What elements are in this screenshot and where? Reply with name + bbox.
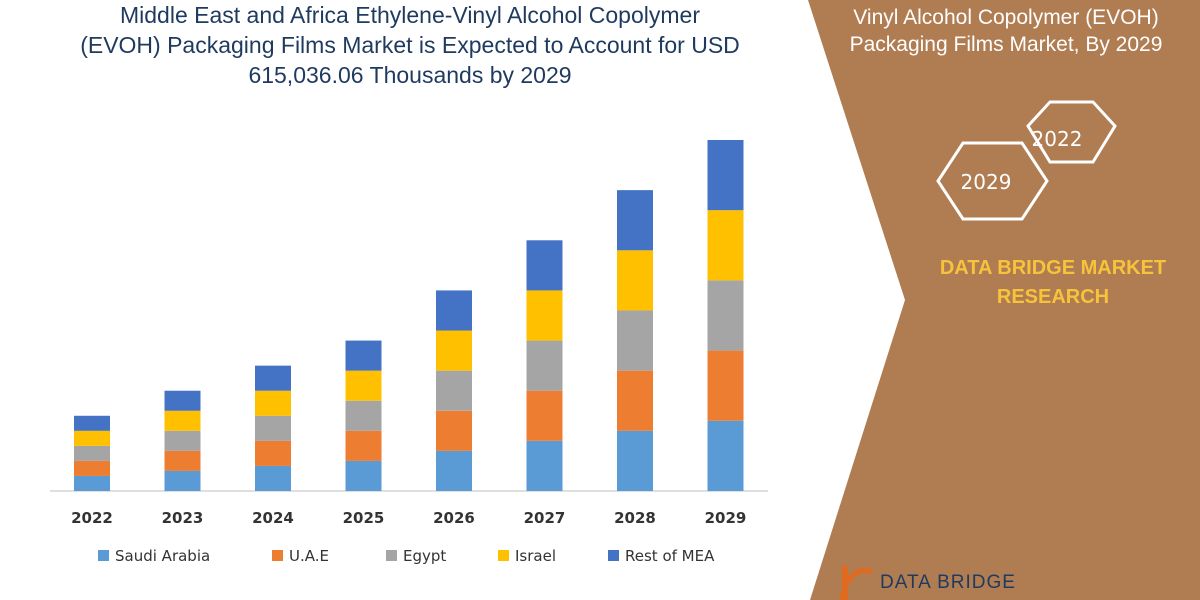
bar-segment-2028-1 (617, 430, 653, 491)
legend: Saudi Arabia U.A.E Egypt Israel Rest of MEA (98, 547, 715, 565)
bar-segment-2024-5 (255, 365, 291, 391)
hex-label-2022: 2022 (1032, 127, 1083, 151)
bar-segment-2026-2 (436, 410, 472, 451)
x-tick-label-2026: 2026 (433, 509, 475, 527)
x-tick-label-2029: 2029 (705, 509, 747, 527)
legend-swatch-3 (386, 550, 397, 561)
brand-line: RESEARCH (996, 286, 1110, 308)
bar-segment-2022-1 (74, 475, 110, 491)
legend-label-1: Saudi Arabia (115, 547, 210, 565)
logo-bar (842, 566, 848, 600)
bar-segment-2022-2 (74, 460, 110, 476)
bar-segment-2029-1 (707, 420, 744, 491)
bar-segment-2027-5 (526, 240, 563, 291)
bar-segment-2027-2 (526, 390, 563, 441)
x-tick-label-2023: 2023 (162, 509, 204, 527)
side-panel-title-line: Vinyl Alcohol Copolymer (EVOH) (853, 6, 1159, 29)
x-tick-label-2025: 2025 (343, 509, 385, 527)
x-tick-label-2022: 2022 (71, 509, 113, 527)
bar-segment-2025-2 (345, 430, 382, 461)
bar-segment-2024-4 (255, 390, 291, 416)
legend-swatch-2 (272, 550, 283, 561)
chart-title: Middle East and Africa Ethylene-Vinyl Al… (40, 0, 780, 90)
bar-segment-2026-3 (436, 370, 472, 411)
logo-mark (839, 566, 873, 600)
legend-swatch-1 (98, 550, 109, 561)
x-tick-label-2024: 2024 (252, 509, 294, 527)
bar-segment-2022-4 (74, 430, 110, 446)
bar-segment-2022-3 (74, 445, 110, 461)
bar-segment-2025-5 (345, 340, 382, 371)
bar-segment-2026-5 (436, 290, 472, 331)
brand-name: DATA BRIDGE MARKET RESEARCH (928, 254, 1178, 312)
hex-2029 (936, 141, 1049, 221)
bar-segment-2024-3 (255, 415, 291, 441)
hex-label-2029: 2029 (961, 170, 1012, 194)
side-panel-title: Vinyl Alcohol Copolymer (EVOH) Packaging… (826, 4, 1186, 58)
bar-segment-2028-2 (617, 370, 653, 431)
bar-segment-2029-3 (707, 280, 744, 351)
bar-segment-2025-1 (345, 460, 382, 491)
bar-segment-2028-4 (617, 250, 653, 311)
bar-segment-2028-3 (617, 310, 653, 371)
bar-segment-2024-2 (255, 440, 291, 466)
legend-swatch-4 (498, 550, 509, 561)
bar-segment-2023-3 (164, 430, 201, 451)
bar-segment-2025-3 (345, 400, 382, 431)
bar-segment-2029-2 (707, 350, 744, 421)
bar-segment-2028-5 (617, 190, 653, 251)
x-tick-label-2027: 2027 (524, 509, 566, 527)
legend-label-4: Israel (515, 547, 556, 565)
bars (74, 140, 744, 491)
bar-segment-2022-5 (74, 415, 110, 431)
bar-segment-2027-1 (526, 440, 563, 491)
bar-segment-2029-5 (707, 140, 744, 211)
chart-title-line: Middle East and Africa Ethylene-Vinyl Al… (120, 2, 700, 28)
legend-label-3: Egypt (403, 547, 446, 565)
bar-segment-2026-1 (436, 450, 472, 491)
logo-wordmark: DATA BRIDGE (880, 572, 1016, 593)
bar-segment-2025-4 (345, 370, 382, 401)
bar-segment-2027-3 (526, 340, 563, 391)
bar-segment-2023-4 (164, 410, 201, 431)
legend-label-5: Rest of MEA (625, 547, 715, 565)
bar-segment-2024-1 (255, 465, 291, 491)
x-tick-label-2028: 2028 (614, 509, 656, 527)
bar-segment-2023-5 (164, 390, 201, 411)
side-panel-title-line: Packaging Films Market, By 2029 (849, 33, 1163, 56)
chart-title-line: (EVOH) Packaging Films Market is Expecte… (80, 32, 740, 58)
bar-segment-2027-4 (526, 290, 563, 341)
legend-swatch-5 (608, 550, 619, 561)
bar-segment-2026-4 (436, 330, 472, 371)
hex-2022 (1026, 100, 1117, 164)
bar-segment-2029-4 (707, 210, 744, 281)
x-tick-labels: 2022 2023 2024 2025 2026 2027 2028 2029 (71, 509, 746, 527)
brand-line: DATA BRIDGE MARKET (939, 257, 1167, 279)
chart-title-line: 615,036.06 Thousands by 2029 (248, 62, 572, 88)
legend-label-2: U.A.E (289, 547, 329, 565)
bar-segment-2023-2 (164, 450, 201, 471)
bar-segment-2023-1 (164, 470, 201, 491)
